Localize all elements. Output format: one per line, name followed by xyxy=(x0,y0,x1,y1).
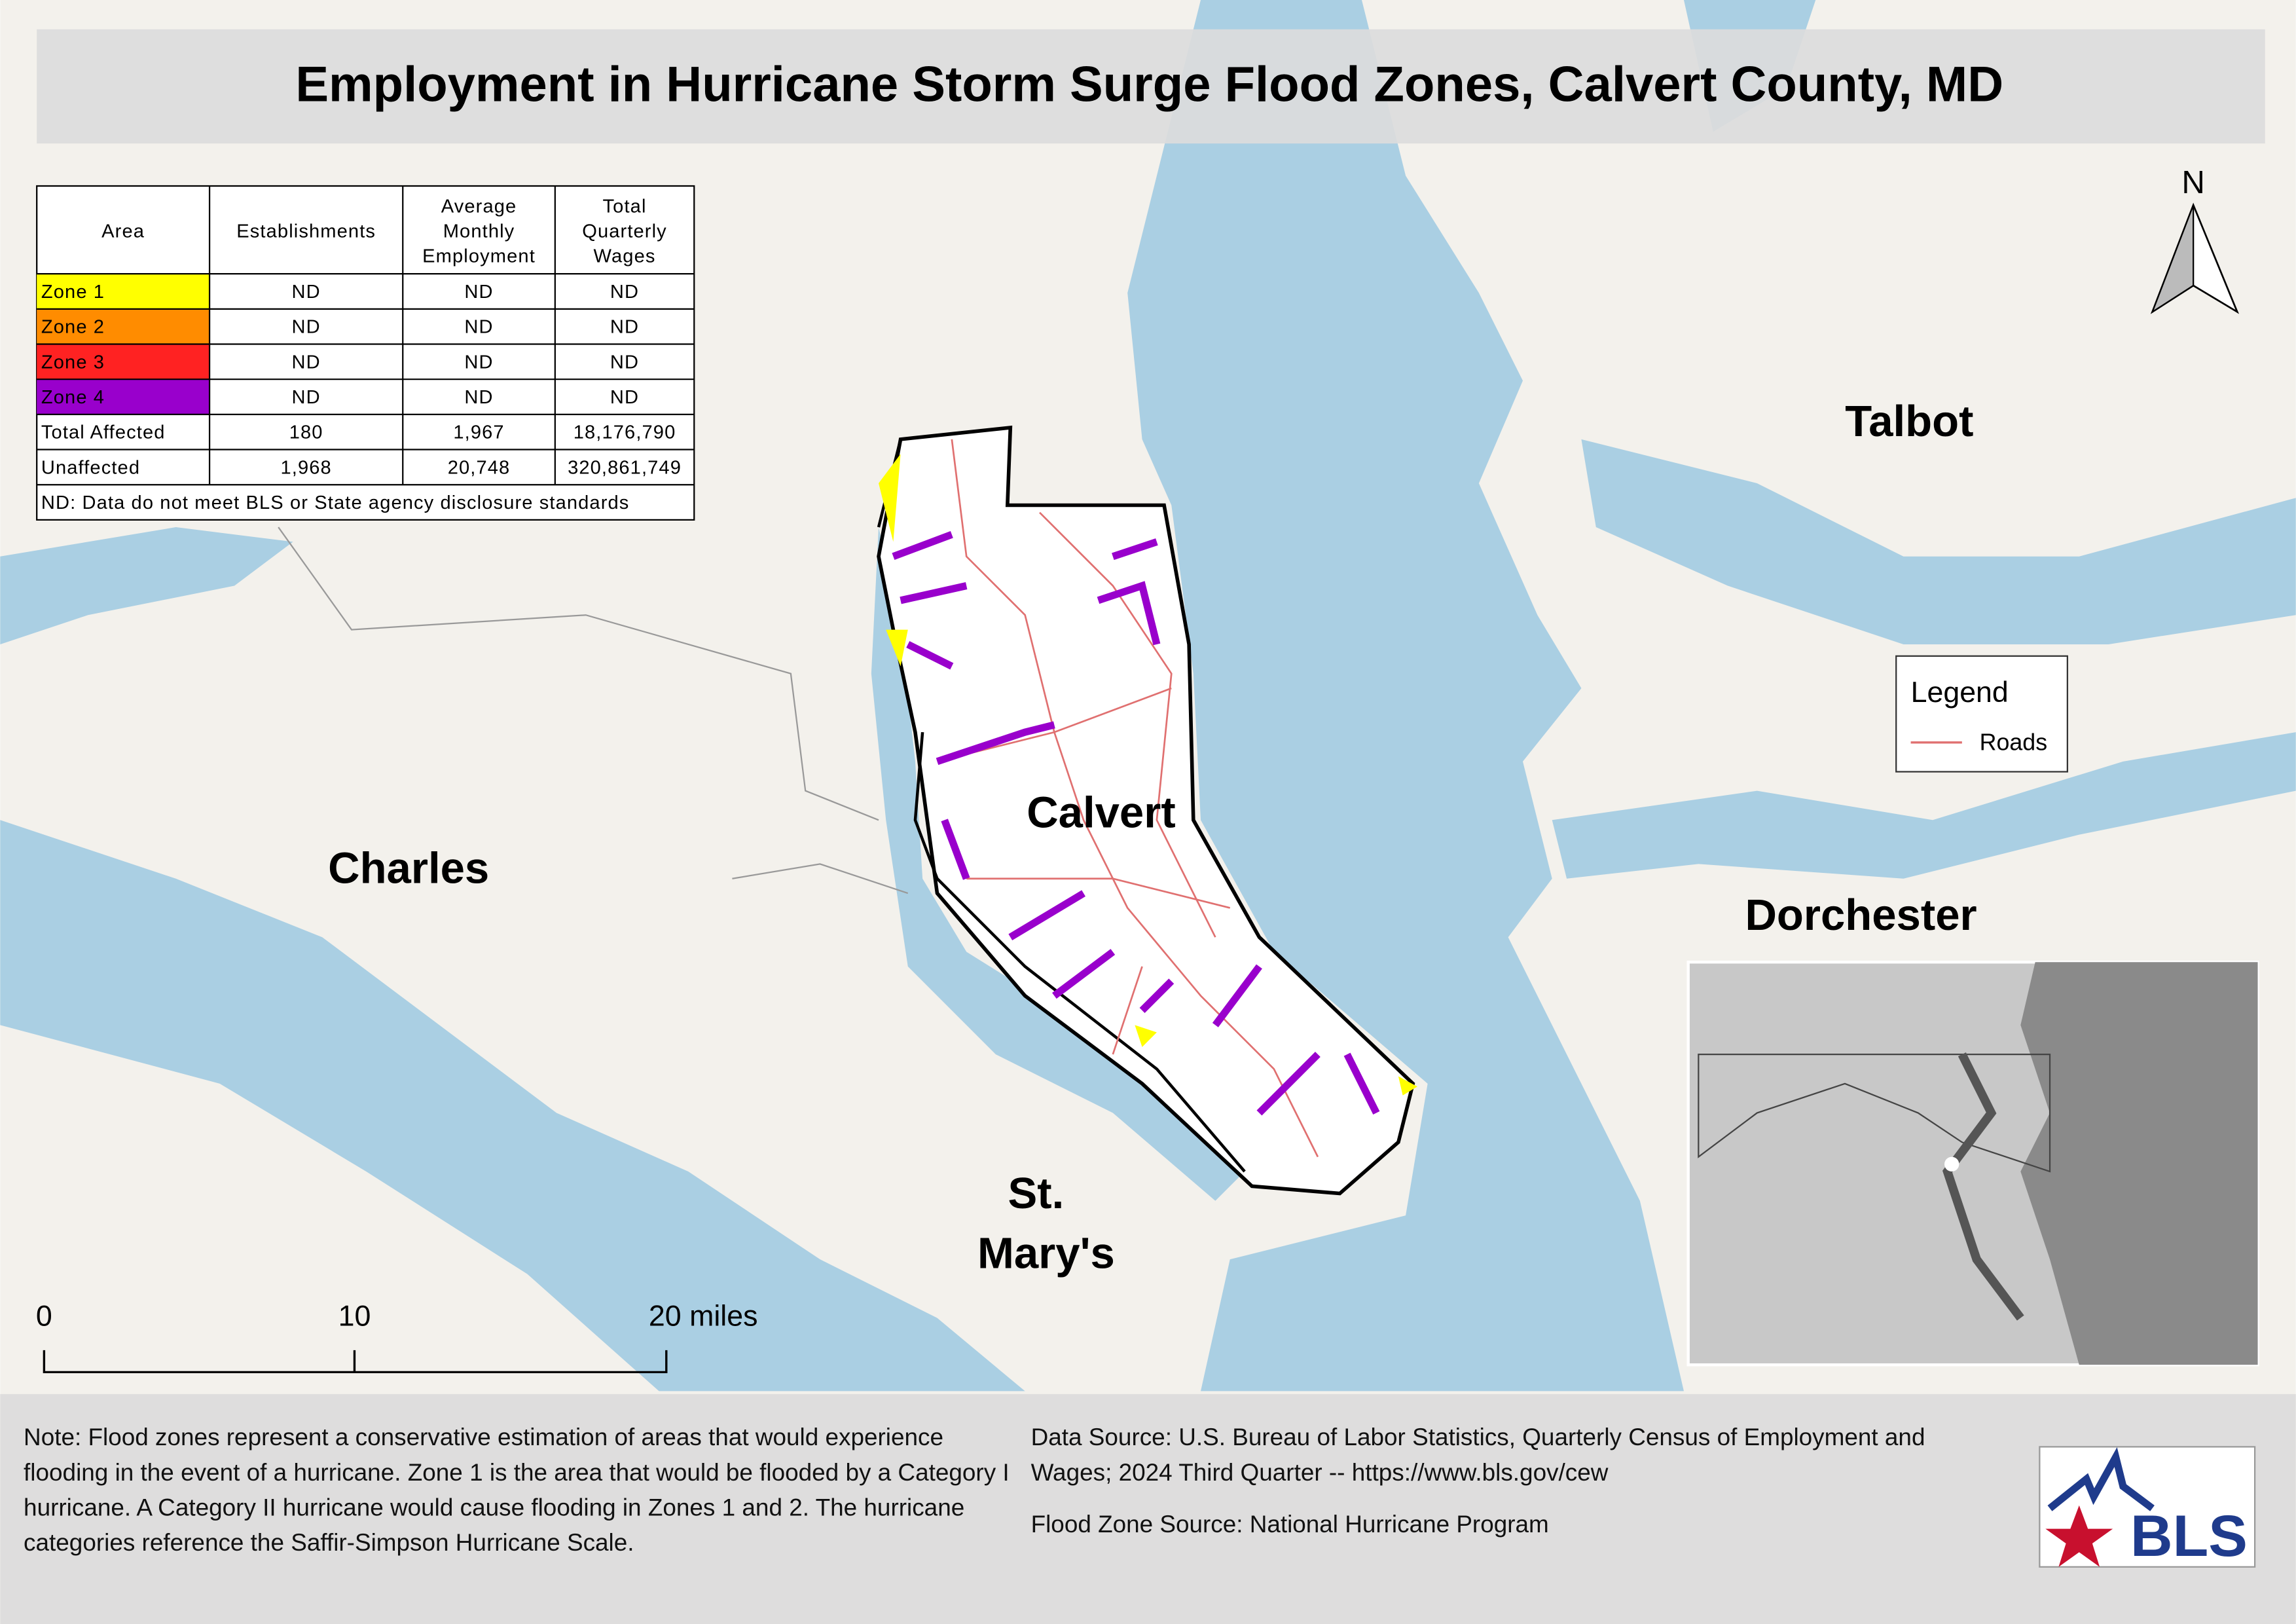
table-cell: Zone 3 xyxy=(41,352,105,373)
place-label: Calvert xyxy=(1027,788,1175,837)
header-text: Area xyxy=(101,219,145,241)
table-footnote: ND: Data do not meet BLS or State agency… xyxy=(41,492,630,513)
logo-star xyxy=(2045,1505,2113,1567)
zone-swatch xyxy=(37,379,210,415)
north-arrow-half xyxy=(2151,204,2195,314)
bay xyxy=(1127,0,1684,1392)
place-labels: Talbot Calvert Charles Dorchester St. Mary's xyxy=(328,397,1977,1279)
table-cell: ND xyxy=(610,317,639,338)
header-cell: Area xyxy=(101,219,145,241)
note: Note: Flood zones represent a conservati… xyxy=(24,1424,1010,1557)
road xyxy=(1039,511,1216,938)
table-cell: ND xyxy=(292,352,321,373)
scale-label: 10 xyxy=(338,1300,371,1332)
map-title: Employment in Hurricane Storm Surge Floo… xyxy=(295,56,2003,112)
table-cell: 320,861,749 xyxy=(568,457,682,478)
header-text: Total Quarterly Wages xyxy=(582,194,667,266)
inset-bay xyxy=(1942,1052,2024,1321)
table-cell: ND xyxy=(464,352,493,373)
table-cell: ND xyxy=(610,352,639,373)
header-cell: Establishments xyxy=(236,219,376,241)
legend-label: Roads xyxy=(1980,729,2047,755)
table-cell: 20,748 xyxy=(448,457,511,478)
place-label: Dorchester xyxy=(1745,891,1977,940)
header-cell: Average Monthly Employment xyxy=(422,194,536,266)
legend-title: Legend xyxy=(1911,676,2009,709)
zone-swatch xyxy=(37,274,210,309)
place-label: Charles xyxy=(328,843,489,893)
zone-swatch xyxy=(37,308,210,344)
flood-area xyxy=(886,629,908,667)
flood-source: Flood Zone Source: National Hurricane Pr… xyxy=(1031,1511,1549,1538)
table-cell: ND xyxy=(464,317,493,338)
table-cell: ND xyxy=(610,387,639,408)
scale-label: 0 xyxy=(36,1300,52,1332)
table-cell: 1,967 xyxy=(453,422,504,443)
table-cell: ND xyxy=(610,282,639,303)
inset-border xyxy=(1698,1053,2051,1173)
table-cell: 1,968 xyxy=(280,457,331,478)
road xyxy=(951,439,1319,1158)
data-table: Area Establishments Average Monthly Employ… xyxy=(36,185,695,521)
flood-area xyxy=(1135,1025,1157,1047)
river xyxy=(1581,439,2296,644)
table-cell: Unaffected xyxy=(41,457,140,478)
table-cell: ND xyxy=(464,387,493,408)
flood-path xyxy=(892,530,1380,1116)
table-cell: ND xyxy=(292,282,321,303)
table-cell: ND xyxy=(292,317,321,338)
data-source: Data Source: U.S. Bureau of Labor Statis… xyxy=(1030,1424,1925,1486)
table-cell: Zone 1 xyxy=(41,282,105,303)
flood-area xyxy=(879,454,901,542)
title-band xyxy=(37,29,2265,144)
footer-band xyxy=(0,1393,2296,1624)
flood-zone-4 xyxy=(892,530,1380,1116)
legend-box xyxy=(1895,655,2068,773)
river xyxy=(1552,732,2296,879)
river xyxy=(0,527,293,644)
header-text: Establishments xyxy=(236,219,376,241)
header-cell: Total Quarterly Wages xyxy=(582,194,667,266)
table-cell: 180 xyxy=(289,422,323,443)
table-cell: 18,176,790 xyxy=(574,422,676,443)
place-label: St. Mary's xyxy=(977,1170,1115,1279)
table-cell: ND xyxy=(464,282,493,303)
county-line xyxy=(278,526,879,821)
note-box: Note: Flood zones represent a conservati… xyxy=(24,1424,1010,1557)
logo-text: BLS xyxy=(2130,1503,2248,1568)
table-cell: ND xyxy=(292,387,321,408)
flood-area xyxy=(1398,1076,1417,1096)
place-box: St. Mary's xyxy=(977,1170,1115,1279)
table-cell: Zone 4 xyxy=(41,387,105,408)
flood-zone-1 xyxy=(879,454,1417,1096)
place-label: Talbot xyxy=(1845,397,1973,446)
inset-highlight xyxy=(1944,1156,1959,1172)
scale-bar xyxy=(43,1350,668,1374)
county-line xyxy=(732,863,909,895)
calvert-county xyxy=(877,425,1415,1196)
header-text: Average Monthly Employment xyxy=(422,194,536,266)
river xyxy=(0,820,1025,1392)
inset-water xyxy=(2020,962,2258,1365)
source-box: Data Source: U.S. Bureau of Labor Statis… xyxy=(1030,1424,1925,1486)
zone-swatch xyxy=(37,344,210,380)
logo-line xyxy=(2047,1447,2155,1511)
table-cell: Zone 2 xyxy=(41,317,105,338)
table-cell: Total Affected xyxy=(41,422,166,443)
north-label: N xyxy=(2181,164,2205,200)
scale-label: 20 miles xyxy=(649,1300,758,1332)
